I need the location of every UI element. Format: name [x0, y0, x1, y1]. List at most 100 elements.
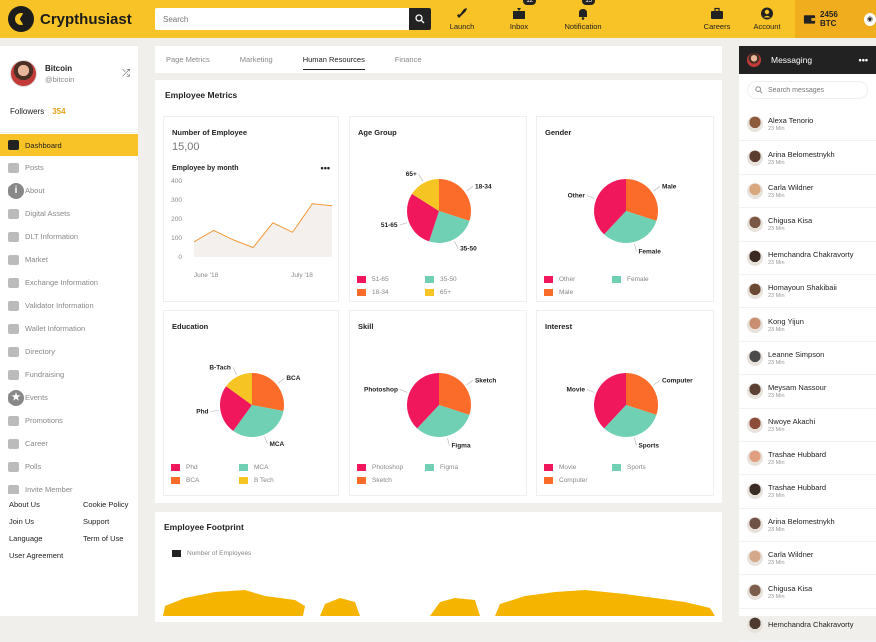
contact-item[interactable]: Arina Belomestnykh 23 Min — [739, 141, 876, 175]
legend-item: Other — [544, 276, 612, 283]
message-search-input[interactable] — [768, 86, 863, 94]
pie-slice[interactable] — [604, 405, 657, 437]
contact-item[interactable]: Hemchandra Chakravorty 23 Min — [739, 242, 876, 275]
wallet[interactable]: 2456 BTC ◉ — [795, 0, 876, 38]
contact-item[interactable]: Arina Belomestnykh 23 Min — [739, 509, 876, 543]
pie-leader-line — [399, 389, 408, 393]
pie-leader-line — [586, 389, 595, 393]
legend-swatch — [239, 464, 248, 471]
bell-icon — [579, 9, 587, 20]
sidebar-item-fundraising[interactable]: Fundraising — [0, 363, 138, 386]
sidebar-item-events[interactable]: Events ★ — [0, 386, 138, 409]
pie-slice[interactable] — [252, 373, 284, 411]
footer-link-user-agreement[interactable]: User Agreement — [9, 551, 64, 560]
sidebar-item-market[interactable]: Market — [0, 248, 138, 271]
pie-slice[interactable] — [220, 386, 252, 431]
nav-launch[interactable]: Launch — [449, 0, 475, 38]
sidebar-item-label: Validator Information — [25, 301, 94, 310]
nav-notification[interactable]: 15 Notification — [560, 0, 606, 38]
more-icon[interactable]: ••• — [320, 163, 330, 173]
sidebar-item-directory[interactable]: Directory — [0, 340, 138, 363]
sidebar-item-validator-information[interactable]: Validator Information — [0, 294, 138, 317]
contact-item[interactable]: Homayoun Shakibaii 23 Min — [739, 275, 876, 309]
footer-link-support[interactable]: Support — [83, 517, 110, 526]
nav-account[interactable]: Account — [751, 0, 783, 38]
more-icon[interactable]: ••• — [858, 55, 868, 65]
nav-inbox[interactable]: 12 Inbox — [506, 0, 536, 38]
legend-swatch — [357, 289, 366, 296]
sidebar-item-polls[interactable]: Polls — [0, 455, 138, 478]
footer-link-join-us[interactable]: Join Us — [9, 517, 35, 526]
avatar — [747, 249, 763, 266]
contact-name: Carla Wildner — [768, 550, 814, 560]
sidebar-item-dlt-information[interactable]: DLT Information — [0, 225, 138, 248]
legend-swatch — [239, 477, 248, 484]
sidebar-item-promotions[interactable]: Promotions — [0, 409, 138, 432]
x-tick-label: July '18 — [291, 272, 313, 279]
sidebar-item-wallet-information[interactable]: Wallet Information — [0, 317, 138, 340]
contact-item[interactable]: Kong Yijun 23 Min — [739, 308, 876, 342]
footer-link-about-us[interactable]: About Us — [9, 500, 40, 509]
sidebar-item-career[interactable]: Career — [0, 432, 138, 455]
pie-label: Figma — [451, 443, 471, 450]
pie-slice[interactable] — [233, 405, 284, 437]
sidebar-item-exchange-information[interactable]: Exchange Information — [0, 271, 138, 294]
menu-icon — [8, 346, 19, 357]
contact-item[interactable]: Alexa Tenorio 23 Min — [739, 108, 876, 142]
pie-slice[interactable] — [604, 211, 657, 243]
pie-slice[interactable] — [407, 373, 439, 429]
pie-slice[interactable] — [407, 193, 439, 242]
footer-link-term-of-use[interactable]: Term of Use — [83, 534, 124, 543]
logo[interactable]: Crypthusiast — [8, 6, 153, 32]
search-button[interactable] — [409, 8, 431, 30]
shuffle-icon[interactable]: ⤮ — [122, 68, 130, 79]
avatar — [747, 149, 763, 166]
avatar[interactable] — [747, 53, 761, 67]
tab-page-metrics[interactable]: Page Metrics — [166, 55, 210, 64]
pie-leader-line — [264, 436, 268, 445]
contact-item[interactable]: Trashae Hubbard 23 Min — [739, 475, 876, 509]
pie-slice[interactable] — [429, 211, 470, 243]
contact-text: Chigusa Kisa 23 Min — [763, 216, 812, 232]
avatar[interactable] — [10, 60, 37, 87]
contact-item[interactable]: Meysam Nassour 23 Min — [739, 375, 876, 409]
contact-item[interactable]: Carla Wildner 23 Min — [739, 175, 876, 209]
sidebar-item-digital-assets[interactable]: Digital Assets — [0, 202, 138, 225]
avatar — [747, 182, 763, 199]
contact-item[interactable]: Chigusa Kisa 23 Min — [739, 575, 876, 609]
nav-careers[interactable]: Careers — [702, 0, 732, 38]
menu-icon — [8, 369, 19, 380]
search-input[interactable] — [155, 8, 409, 30]
search-icon — [415, 14, 425, 24]
skill-title: Skill — [358, 322, 374, 331]
age-group-legend: 51-65 35-50 18-34 65+ — [357, 276, 493, 296]
tab-marketing[interactable]: Marketing — [239, 55, 273, 64]
footer-link-cookie-policy[interactable]: Cookie Policy — [83, 500, 129, 509]
pie-slice[interactable] — [417, 405, 470, 437]
pie-slice[interactable] — [626, 373, 658, 415]
eye-icon[interactable]: ◉ — [863, 12, 876, 26]
sidebar-item-about[interactable]: About i — [0, 179, 138, 202]
pie-slice[interactable] — [411, 179, 439, 211]
footer-link-language[interactable]: Language — [9, 534, 43, 543]
tab-finance[interactable]: Finance — [394, 55, 422, 64]
tab-human-resources[interactable]: Human Resources — [302, 46, 365, 73]
contact-item[interactable]: Chigusa Kisa 23 Min — [739, 208, 876, 242]
avatar — [747, 483, 763, 500]
pie-slice[interactable] — [226, 373, 252, 405]
pie-slice[interactable] — [439, 373, 471, 415]
profile-card: Bitcoin @bitcoin ⤮ — [0, 46, 138, 91]
pie-slice[interactable] — [626, 179, 658, 221]
contact-item[interactable]: Hemchandra Chakravorty — [739, 609, 876, 642]
contact-item[interactable]: Nwoye Akachi 23 Min — [739, 409, 876, 442]
sidebar-item-dashboard[interactable]: Dashboard — [0, 134, 138, 156]
contact-item[interactable]: Trashae Hubbard 23 Min — [739, 442, 876, 476]
contact-item[interactable]: Carla Wildner 23 Min — [739, 542, 876, 576]
sidebar-item-posts[interactable]: Posts — [0, 156, 138, 179]
contact-item[interactable]: Leanne Simpson 23 Min — [739, 342, 876, 376]
pie-slice[interactable] — [439, 179, 471, 221]
pie-slice[interactable] — [594, 179, 626, 235]
sidebar-item-invite-member[interactable]: Invite Member — [0, 478, 138, 501]
contact-time: 23 Min — [768, 259, 785, 266]
pie-slice[interactable] — [594, 373, 626, 429]
